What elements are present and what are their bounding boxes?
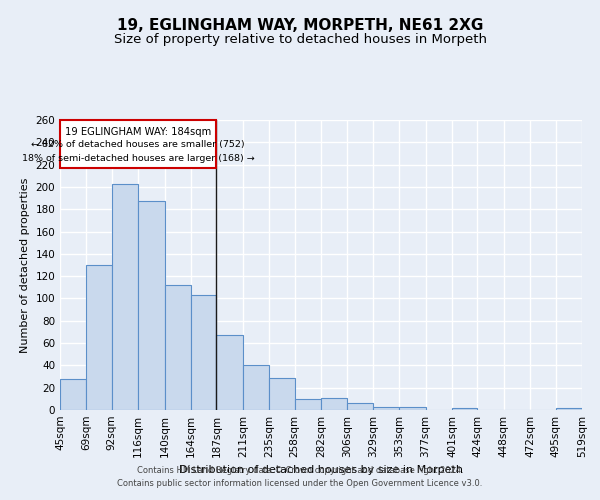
Bar [164,285,191,410]
FancyBboxPatch shape [60,120,217,168]
Bar [112,184,138,410]
Bar [60,379,86,410]
Text: Contains HM Land Registry data © Crown copyright and database right 2024.
Contai: Contains HM Land Registry data © Crown c… [118,466,482,487]
Bar [347,404,373,410]
Text: 19 EGLINGHAM WAY: 184sqm: 19 EGLINGHAM WAY: 184sqm [65,126,211,136]
Bar [138,202,164,410]
Y-axis label: Number of detached properties: Number of detached properties [20,178,30,352]
Bar [373,406,399,410]
Bar [191,295,217,410]
Bar [452,408,478,410]
Text: Size of property relative to detached houses in Morpeth: Size of property relative to detached ho… [113,32,487,46]
Bar [217,336,243,410]
Bar [86,265,112,410]
Bar [321,398,347,410]
X-axis label: Distribution of detached houses by size in Morpeth: Distribution of detached houses by size … [179,466,463,475]
Text: ← 82% of detached houses are smaller (752): ← 82% of detached houses are smaller (75… [31,140,245,149]
Text: 18% of semi-detached houses are larger (168) →: 18% of semi-detached houses are larger (… [22,154,254,163]
Bar [556,408,582,410]
Bar [243,366,269,410]
Bar [295,399,321,410]
Bar [269,378,295,410]
Bar [399,406,425,410]
Text: 19, EGLINGHAM WAY, MORPETH, NE61 2XG: 19, EGLINGHAM WAY, MORPETH, NE61 2XG [117,18,483,32]
